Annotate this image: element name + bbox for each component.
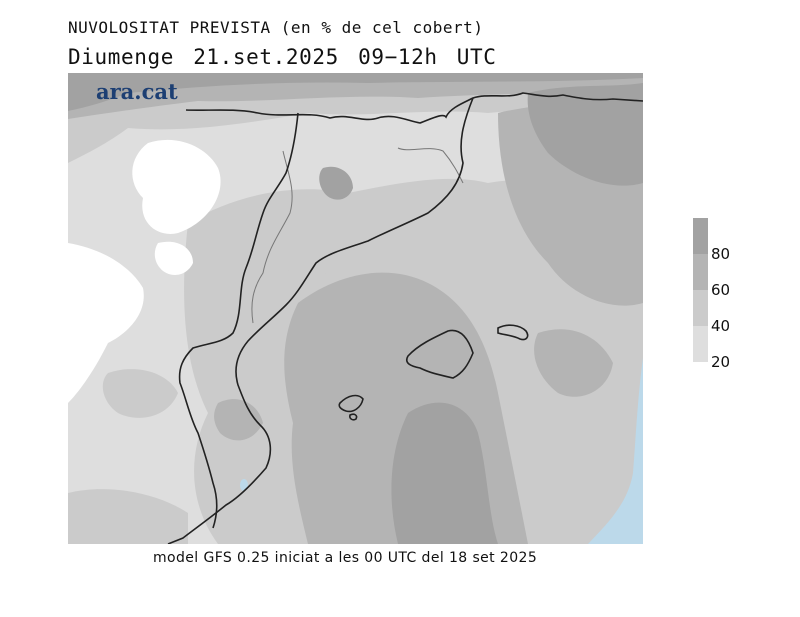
legend-label-40: 40 [711, 317, 731, 335]
legend-swatch-80-100 [693, 218, 708, 254]
chart-title: NUVOLOSITAT PREVISTA (en % de cel cobert… [68, 18, 484, 37]
region-borders [251, 147, 464, 324]
sea-water [588, 358, 643, 544]
sea-water-patch [240, 479, 248, 491]
cloud-cover-map: ara.cat [68, 73, 643, 544]
cloud-band-lt20 [68, 139, 221, 403]
model-footer: model GFS 0.25 iniciat a les 00 UTC del … [153, 550, 538, 566]
legend-swatch-20-40 [693, 326, 708, 362]
legend-swatch-40-60 [693, 290, 708, 326]
map-svg [68, 73, 643, 544]
legend-swatch-60-80 [693, 254, 708, 290]
chart-subtitle: Diumenge 21.set.2025 09−12h UTC [68, 45, 497, 69]
legend-label-80: 80 [711, 245, 731, 263]
cloud-band-80-100 [68, 73, 643, 544]
legend-label-20: 20 [711, 353, 731, 371]
legend-label-60: 60 [711, 281, 731, 299]
brand-logo: ara.cat [96, 79, 178, 104]
coastline [167, 92, 643, 544]
